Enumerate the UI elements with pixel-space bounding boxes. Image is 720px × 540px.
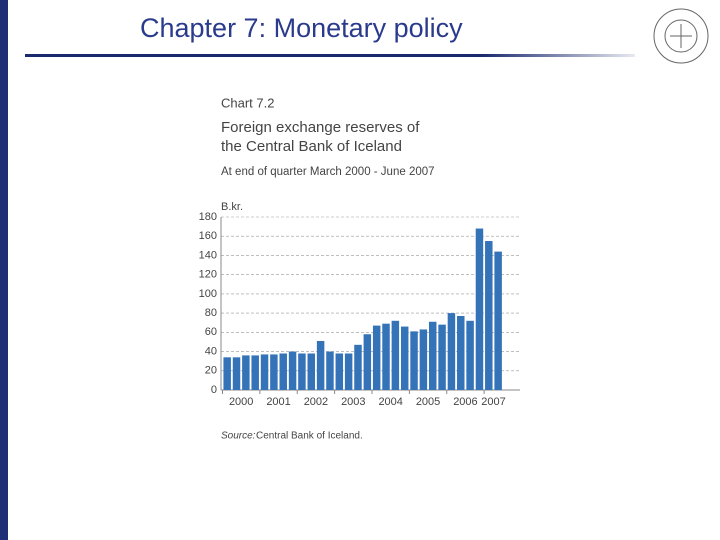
y-tick-label: 100 <box>199 288 217 300</box>
y-tick-label: 160 <box>199 230 217 242</box>
bar <box>279 353 287 390</box>
bar <box>335 353 344 390</box>
slide-title: Chapter 7: Monetary policy <box>140 13 463 43</box>
x-tick-label: 2006 <box>453 396 477 408</box>
y-tick-label: 140 <box>199 249 217 261</box>
source-label: Source: <box>221 431 256 442</box>
x-tick-label: 2004 <box>378 396 402 408</box>
bar <box>485 241 493 390</box>
left-border <box>0 0 8 540</box>
y-tick-label: 40 <box>205 345 217 357</box>
bar <box>326 351 334 390</box>
y-tick-label: 0 <box>211 384 217 396</box>
x-tick-label: 2005 <box>416 396 440 408</box>
bar <box>223 357 231 390</box>
bar <box>372 325 381 390</box>
y-axis-label: B.kr. <box>221 201 243 213</box>
chart-subtitle: At end of quarter March 2000 - June 2007 <box>221 166 435 178</box>
chart-title: Foreign exchange reserves of <box>221 119 420 136</box>
bar <box>232 357 241 390</box>
bar <box>391 320 400 390</box>
source: Central Bank of Iceland. <box>256 431 363 442</box>
bar <box>447 313 456 390</box>
bar <box>288 351 297 390</box>
bar <box>298 353 306 390</box>
bar <box>307 353 316 390</box>
bar <box>475 228 484 390</box>
bar <box>344 353 353 390</box>
logo <box>653 8 709 64</box>
y-tick-label: 60 <box>205 326 217 338</box>
y-tick-label: 120 <box>199 269 217 281</box>
bar <box>457 315 465 390</box>
bar <box>466 320 474 390</box>
bar <box>316 340 325 390</box>
bar <box>419 329 428 390</box>
bar <box>428 321 437 390</box>
x-tick-label: 2003 <box>341 396 365 408</box>
x-tick-label: 2001 <box>266 396 290 408</box>
y-tick-label: 180 <box>199 211 217 223</box>
bar <box>251 355 259 390</box>
bar <box>270 354 278 390</box>
bar <box>410 331 418 390</box>
bar <box>242 355 250 390</box>
bar <box>382 323 390 390</box>
bar <box>438 324 446 390</box>
bar <box>400 326 409 390</box>
chart-label: Chart 7.2 <box>221 95 274 110</box>
x-tick-label: 2007 <box>481 396 505 408</box>
bar <box>494 251 502 390</box>
y-tick-label: 20 <box>205 365 217 377</box>
bar <box>354 344 362 390</box>
x-tick-label: 2000 <box>229 396 253 408</box>
bar <box>260 354 269 390</box>
x-tick-label: 2002 <box>304 396 328 408</box>
chart-title: the Central Bank of Iceland <box>221 138 402 155</box>
bar <box>363 334 372 390</box>
y-tick-label: 80 <box>205 307 217 319</box>
title-underline <box>25 54 635 57</box>
